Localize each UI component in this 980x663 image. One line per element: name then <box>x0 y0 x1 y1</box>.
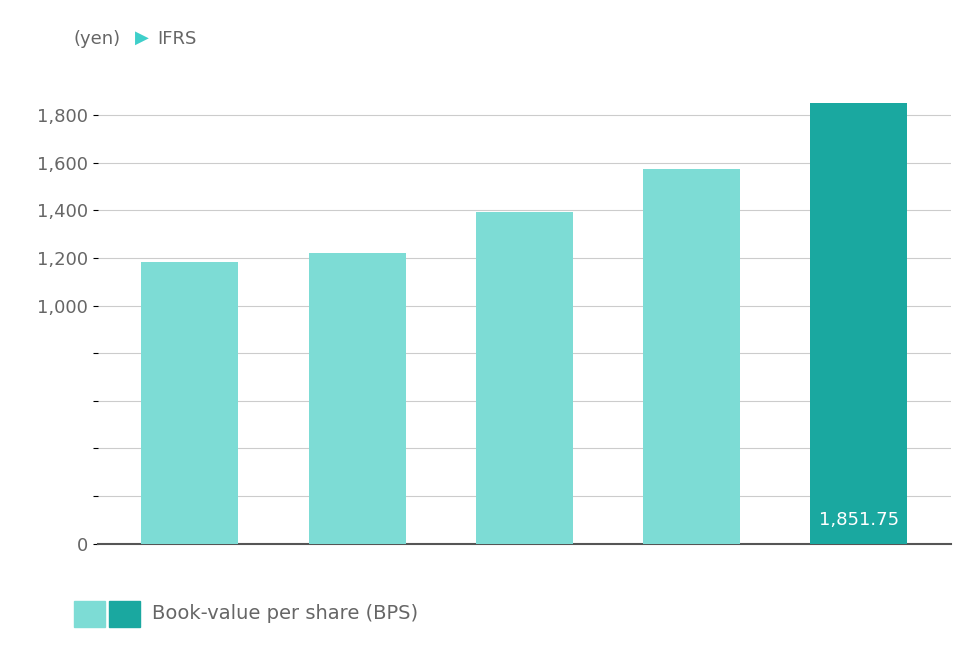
Bar <box>309 253 406 544</box>
Bar <box>810 103 907 544</box>
Text: 1,182.72: 1,182.72 <box>150 511 230 529</box>
Text: 1,221.95: 1,221.95 <box>317 511 397 529</box>
Text: (yen): (yen) <box>74 30 121 48</box>
Text: Book-value per share (BPS): Book-value per share (BPS) <box>152 604 418 623</box>
Text: ▶: ▶ <box>135 29 149 46</box>
Bar <box>643 168 740 544</box>
Bar <box>141 262 238 544</box>
Bar <box>476 212 572 544</box>
Text: 1,576.30: 1,576.30 <box>652 511 731 529</box>
Text: 1,851.75: 1,851.75 <box>818 511 899 529</box>
Text: IFRS: IFRS <box>157 30 196 48</box>
Text: 1,393.11: 1,393.11 <box>484 511 564 529</box>
